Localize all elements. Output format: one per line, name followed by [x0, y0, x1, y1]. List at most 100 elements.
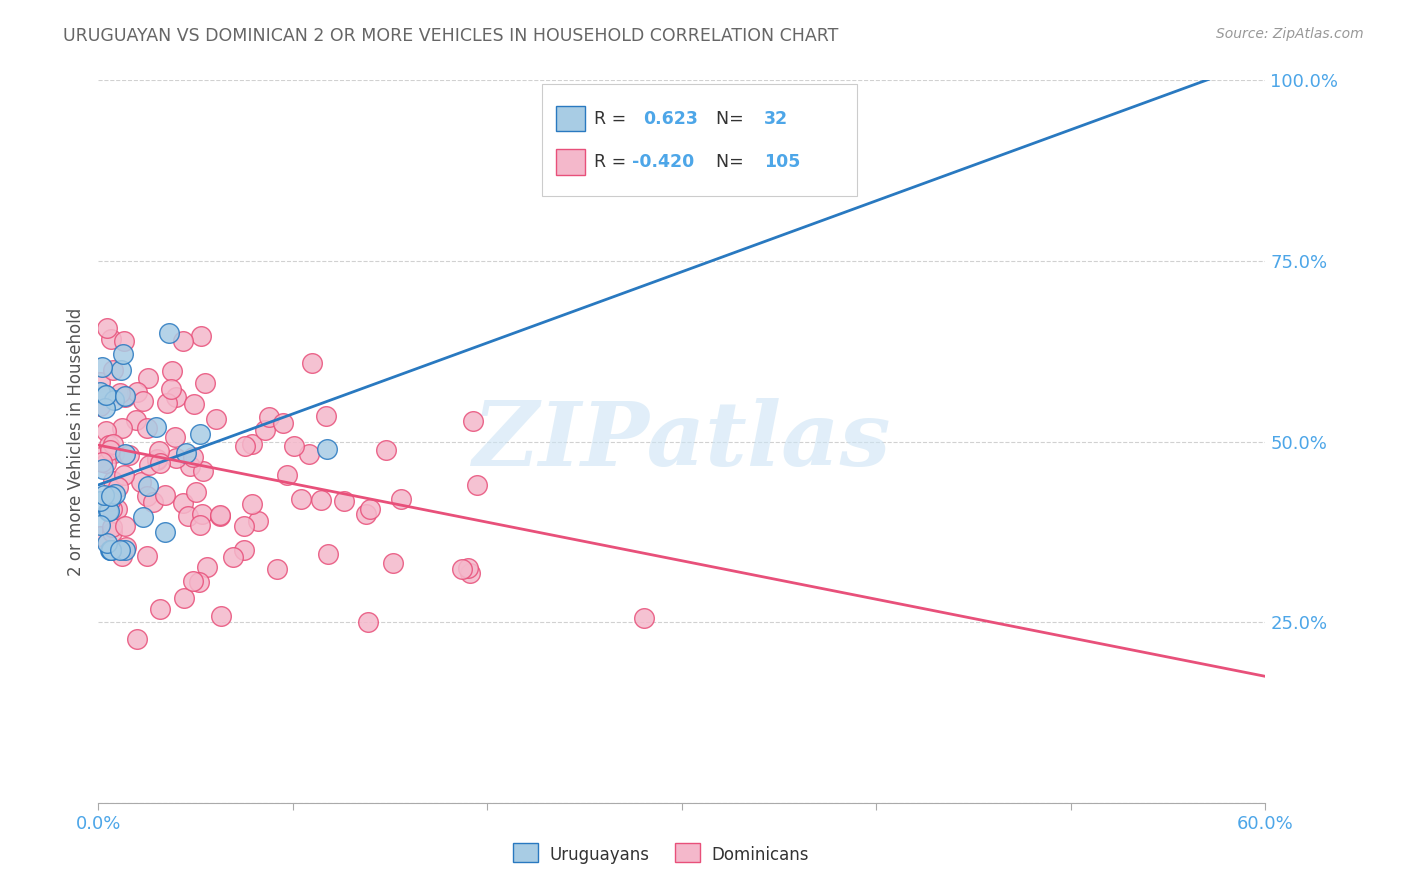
Point [191, 507, 214, 521]
Point [271, 416, 294, 430]
Point [222, 549, 245, 564]
Point [94, 388, 117, 402]
Point [112, 334, 135, 348]
Point [89, 518, 111, 533]
Point [233, 439, 256, 453]
Point [460, 566, 482, 580]
Point [181, 574, 204, 588]
Point [316, 442, 339, 457]
Point [389, 492, 412, 507]
Point [91, 359, 114, 374]
Point [129, 475, 152, 490]
Point [98, 443, 121, 458]
Point [107, 480, 129, 494]
Point [115, 541, 138, 555]
Point [461, 414, 484, 428]
Point [125, 413, 148, 427]
Point [172, 496, 194, 510]
Point [101, 502, 124, 516]
Point [186, 485, 208, 500]
Point [357, 615, 380, 630]
Point [100, 489, 122, 503]
Point [135, 549, 157, 563]
Bar [555, 149, 585, 175]
Point [148, 601, 170, 615]
Point [165, 451, 187, 466]
Point [146, 453, 169, 467]
Text: Source: ZipAtlas.com: Source: ZipAtlas.com [1216, 27, 1364, 41]
Point [91, 462, 114, 476]
Text: 105: 105 [763, 153, 800, 171]
Bar [541, 84, 858, 196]
Point [89, 385, 111, 400]
Point [208, 508, 231, 522]
Point [157, 326, 180, 341]
Point [100, 520, 122, 534]
Point [105, 501, 128, 516]
Text: Uruguayans: Uruguayans [550, 846, 650, 863]
Point [148, 443, 170, 458]
Point [232, 542, 254, 557]
Point [114, 389, 136, 403]
Text: N=: N= [706, 110, 749, 128]
Point [276, 467, 298, 482]
Point [240, 497, 263, 511]
Point [160, 382, 183, 396]
Point [359, 501, 381, 516]
Point [318, 547, 340, 561]
Point [118, 448, 141, 462]
Point [100, 542, 122, 557]
Point [233, 519, 256, 533]
Point [104, 487, 127, 501]
Point [155, 488, 177, 502]
Text: ZIPatlas: ZIPatlas [474, 399, 890, 484]
Text: -0.420: -0.420 [631, 153, 695, 171]
Point [93, 488, 115, 502]
Point [98, 494, 121, 508]
Point [246, 515, 269, 529]
Bar [555, 106, 585, 131]
Point [94, 456, 117, 470]
Point [101, 363, 124, 377]
Point [290, 492, 312, 507]
Point [138, 478, 160, 492]
Point [91, 455, 114, 469]
Point [89, 375, 111, 389]
Point [187, 574, 209, 589]
Point [100, 332, 122, 346]
Point [204, 412, 226, 426]
Point [110, 542, 132, 557]
Point [138, 458, 160, 473]
Point [146, 451, 169, 466]
Point [136, 421, 159, 435]
Point [457, 561, 479, 575]
Point [375, 442, 398, 457]
Point [195, 559, 218, 574]
Point [97, 504, 120, 518]
Point [131, 510, 153, 524]
Point [209, 609, 232, 624]
Point [266, 562, 288, 576]
Point [188, 518, 211, 533]
Point [96, 320, 118, 334]
Point [301, 355, 323, 369]
Point [242, 437, 264, 451]
Point [153, 525, 176, 540]
Point [633, 610, 655, 624]
Point [89, 399, 111, 413]
Point [111, 549, 134, 564]
Point [381, 557, 404, 571]
Point [194, 376, 217, 390]
Point [315, 409, 337, 424]
Point [311, 493, 333, 508]
Point [179, 458, 201, 473]
Point [112, 347, 135, 361]
Point [96, 388, 118, 402]
Point [103, 437, 125, 451]
Point [354, 507, 377, 521]
Point [283, 439, 305, 453]
Text: Dominicans: Dominicans [711, 846, 808, 863]
Text: R =: R = [595, 153, 633, 171]
Point [127, 632, 149, 646]
Point [98, 542, 121, 557]
